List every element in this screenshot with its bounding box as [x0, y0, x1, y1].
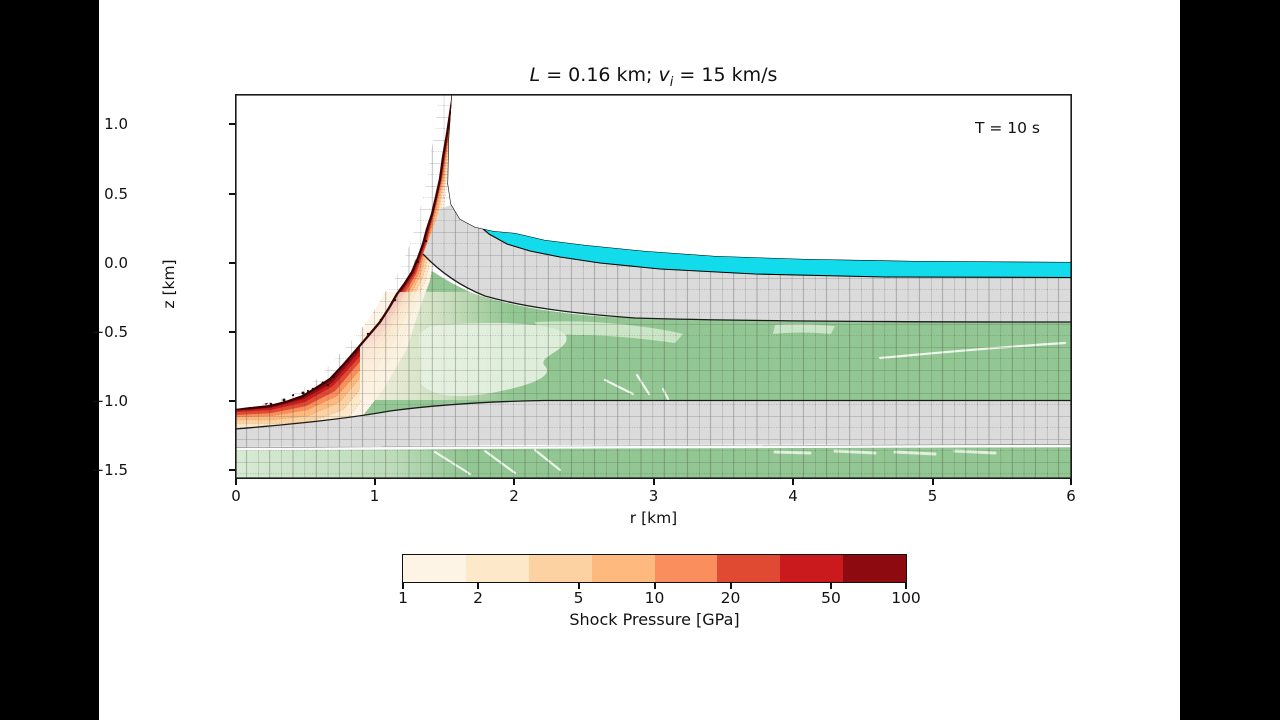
colorbar-bin-8 [843, 555, 906, 582]
colorbar-bin-2 [465, 555, 529, 582]
y-tick-0 [229, 123, 235, 125]
lagrangian-mesh [235, 94, 1072, 479]
title-velocity-var: v [658, 64, 670, 86]
crater-wall-line [235, 94, 455, 411]
colorbar-bin-3 [528, 555, 592, 582]
colorbar-tick-50 [830, 583, 832, 589]
x-tick-label-0: 0 [231, 487, 241, 505]
x-tick-label-2: 2 [509, 487, 519, 505]
x-tick-label-3: 3 [648, 487, 659, 505]
colorbar-axis-label: Shock Pressure [GPa] [569, 610, 740, 629]
lower-contact-seam [235, 444, 1072, 448]
lower-contact-white-gap [235, 444, 1072, 451]
y-tick-label--1.5: −1.5 [91, 461, 128, 479]
letterbox-left [0, 0, 99, 720]
layer-boundary-lines [235, 253, 1072, 430]
shock-pressure-colorbar [402, 554, 907, 583]
colorbar-bin-1 [403, 555, 466, 582]
y-tick-2 [229, 262, 235, 264]
colorbar-tick-label-100: 100 [891, 589, 921, 607]
x-tick-2 [513, 479, 515, 485]
x-tick-label-4: 4 [788, 487, 798, 505]
title-impactor-size-var: L [529, 64, 541, 86]
letterbox-right [1180, 0, 1280, 720]
x-tick-0 [235, 479, 237, 485]
colorbar-tick-1 [402, 583, 404, 589]
y-tick-label-1.0: 1.0 [104, 115, 128, 133]
x-tick-4 [792, 479, 794, 485]
colorbar-tick-20 [729, 583, 732, 589]
colorbar-bin-5 [654, 555, 718, 582]
y-tick-3 [229, 331, 235, 333]
y-tick-label--1.0: −1.0 [91, 392, 128, 410]
colorbar-tick-2 [477, 583, 479, 589]
colorbar-bin-6 [717, 555, 781, 582]
y-tick-5 [229, 469, 235, 471]
colorbar-tick-label-50: 50 [821, 589, 841, 607]
cross-section-plot [235, 94, 1072, 479]
y-axis-label: z [km] [160, 259, 178, 309]
colorbar-tick-label-20: 20 [720, 589, 741, 607]
time-annotation: T = 10 s [974, 119, 1040, 137]
x-axis-label: r [km] [629, 509, 678, 527]
x-tick-label-6: 6 [1066, 487, 1076, 505]
plot-frame [235, 94, 1072, 479]
x-tick-label-5: 5 [927, 487, 938, 505]
x-tick-3 [652, 479, 655, 485]
colorbar-tick-label-5: 5 [573, 589, 584, 607]
colorbar-tick-label-2: 2 [473, 589, 483, 607]
colorbar-bin-4 [591, 555, 655, 582]
x-tick-1 [373, 479, 376, 485]
x-tick-label-1: 1 [369, 487, 380, 505]
colorbar-tick-100 [905, 583, 907, 589]
figure-title: L = 0.16 km; vi = 15 km/s [529, 64, 778, 90]
colorbar-tick-5 [577, 583, 580, 589]
colorbar-tick-label-10: 10 [644, 589, 665, 607]
colorbar-bin-7 [780, 555, 844, 582]
y-tick-label-0.0: 0.0 [104, 254, 128, 272]
y-tick-4 [229, 400, 235, 402]
x-tick-6 [1070, 479, 1072, 485]
colorbar-tick-10 [653, 583, 656, 589]
y-tick-label-0.5: 0.5 [104, 185, 128, 203]
colorbar-tick-label-1: 1 [398, 589, 408, 607]
y-tick-label--0.5: −0.5 [91, 323, 128, 341]
y-tick-1 [229, 193, 235, 195]
water-layer [447, 94, 1072, 279]
x-tick-5 [931, 479, 934, 485]
